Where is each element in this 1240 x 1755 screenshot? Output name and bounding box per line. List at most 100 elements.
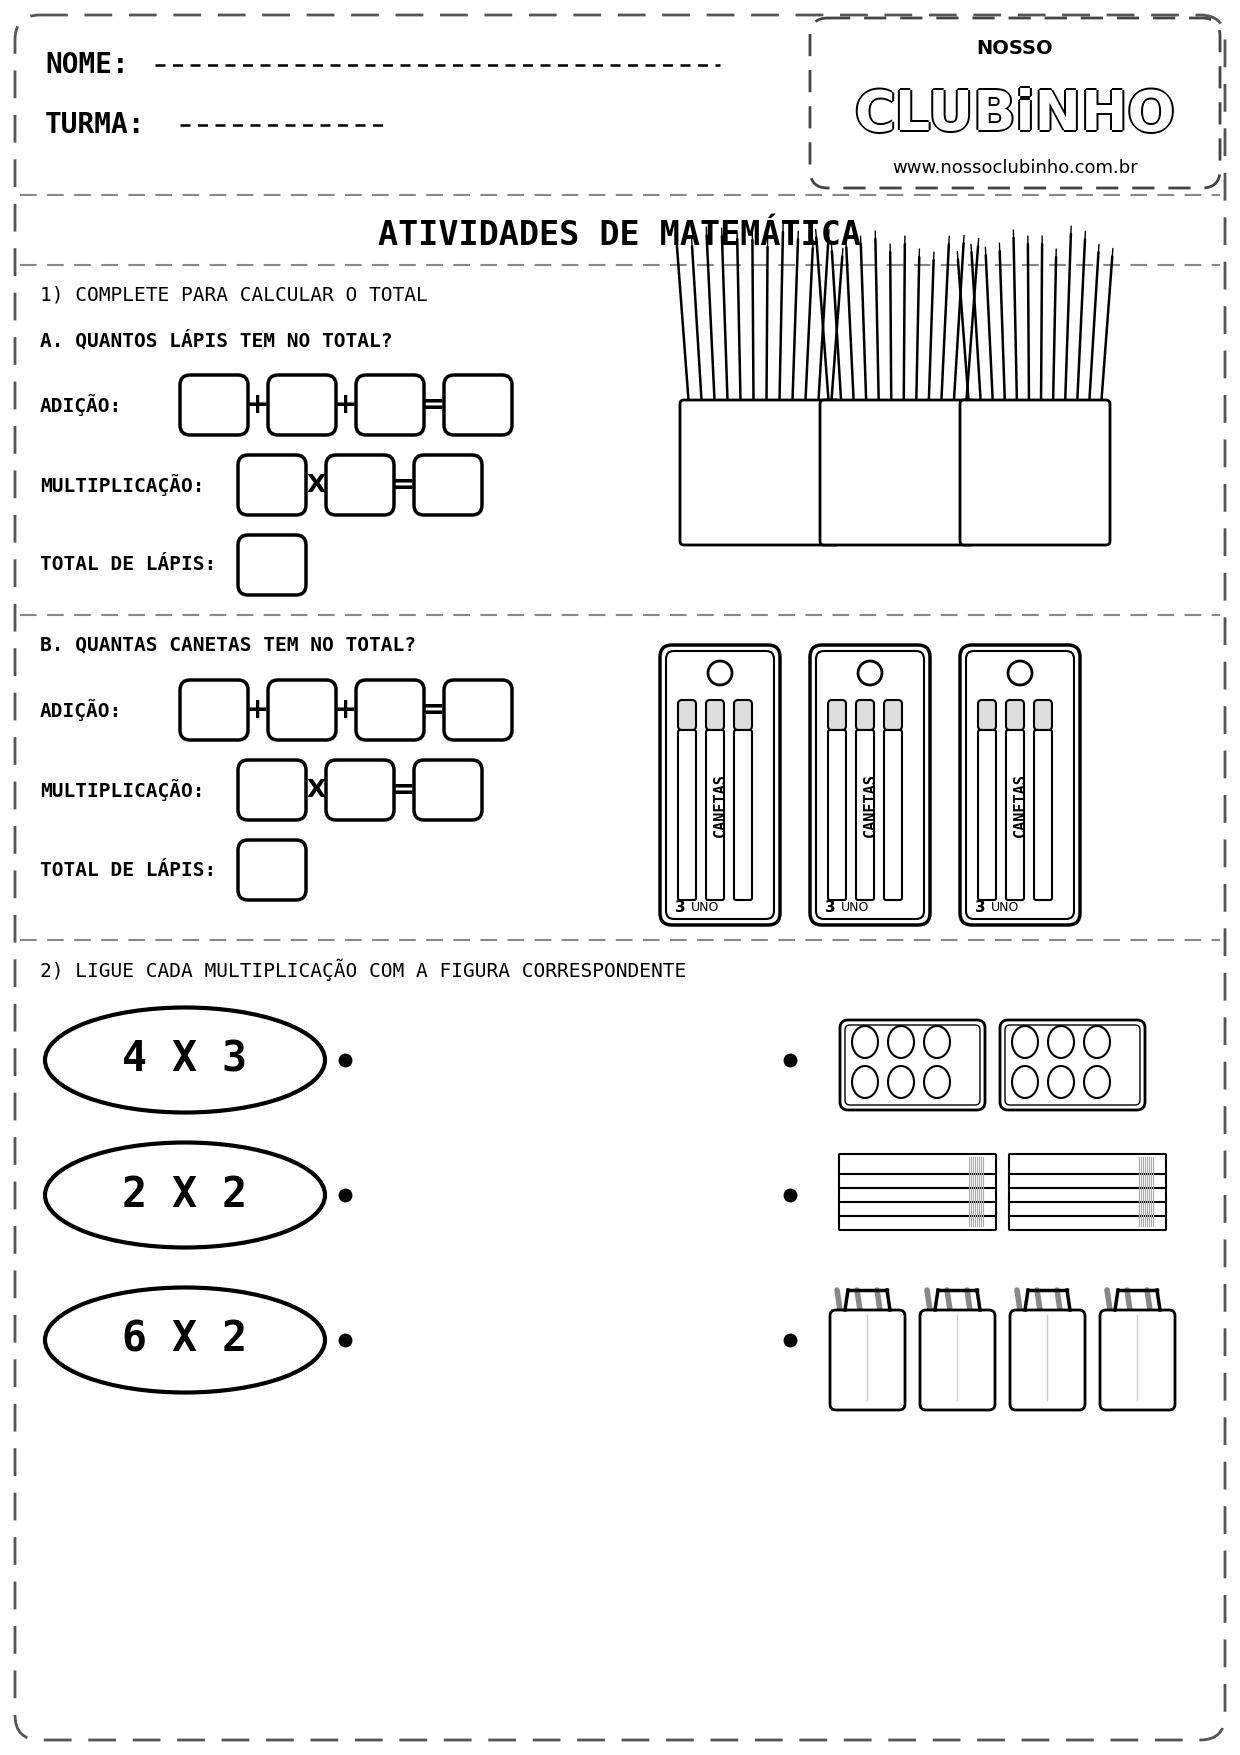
Ellipse shape bbox=[1048, 1065, 1074, 1099]
FancyBboxPatch shape bbox=[734, 700, 751, 730]
Text: X: X bbox=[306, 474, 326, 497]
FancyBboxPatch shape bbox=[326, 455, 394, 514]
FancyBboxPatch shape bbox=[706, 730, 724, 900]
FancyBboxPatch shape bbox=[1034, 730, 1052, 900]
FancyBboxPatch shape bbox=[1006, 700, 1024, 730]
Text: +: + bbox=[247, 697, 269, 725]
Text: NOSSO: NOSSO bbox=[977, 39, 1053, 58]
Ellipse shape bbox=[45, 1007, 325, 1113]
FancyBboxPatch shape bbox=[960, 646, 1080, 925]
FancyBboxPatch shape bbox=[839, 1195, 996, 1216]
FancyBboxPatch shape bbox=[326, 760, 394, 820]
FancyBboxPatch shape bbox=[734, 730, 751, 900]
Text: 2 X 2: 2 X 2 bbox=[123, 1174, 248, 1216]
Text: +: + bbox=[247, 391, 269, 419]
Text: CLUBiNHO: CLUBiNHO bbox=[853, 88, 1174, 140]
Ellipse shape bbox=[1048, 1027, 1074, 1058]
Text: 1) COMPLETE PARA CALCULAR O TOTAL: 1) COMPLETE PARA CALCULAR O TOTAL bbox=[40, 286, 428, 305]
Text: 3: 3 bbox=[825, 900, 836, 914]
FancyBboxPatch shape bbox=[1034, 700, 1052, 730]
FancyBboxPatch shape bbox=[356, 376, 424, 435]
FancyBboxPatch shape bbox=[839, 1169, 996, 1188]
Ellipse shape bbox=[852, 1027, 878, 1058]
FancyBboxPatch shape bbox=[844, 1025, 980, 1106]
FancyBboxPatch shape bbox=[444, 376, 512, 435]
FancyBboxPatch shape bbox=[978, 730, 996, 900]
Text: CANETAS: CANETAS bbox=[713, 772, 728, 837]
FancyBboxPatch shape bbox=[356, 679, 424, 741]
FancyBboxPatch shape bbox=[268, 376, 336, 435]
Text: UNO: UNO bbox=[991, 900, 1019, 914]
FancyBboxPatch shape bbox=[884, 700, 901, 730]
FancyBboxPatch shape bbox=[1009, 1183, 1166, 1202]
Text: MULTIPLICAÇÃO:: MULTIPLICAÇÃO: bbox=[40, 779, 205, 800]
Circle shape bbox=[858, 662, 882, 684]
FancyBboxPatch shape bbox=[414, 455, 482, 514]
Ellipse shape bbox=[45, 1288, 325, 1392]
FancyBboxPatch shape bbox=[839, 1020, 985, 1109]
FancyBboxPatch shape bbox=[820, 400, 975, 546]
Text: B. QUANTAS CANETAS TEM NO TOTAL?: B. QUANTAS CANETAS TEM NO TOTAL? bbox=[40, 635, 415, 655]
FancyBboxPatch shape bbox=[238, 535, 306, 595]
FancyBboxPatch shape bbox=[830, 1309, 905, 1409]
Text: ADIÇÃO:: ADIÇÃO: bbox=[40, 395, 123, 416]
Text: 6 X 2: 6 X 2 bbox=[123, 1320, 248, 1360]
FancyBboxPatch shape bbox=[960, 400, 1110, 546]
Text: +: + bbox=[335, 391, 357, 419]
FancyBboxPatch shape bbox=[15, 16, 1225, 1739]
Text: 3: 3 bbox=[975, 900, 986, 914]
FancyBboxPatch shape bbox=[414, 760, 482, 820]
Text: =: = bbox=[392, 470, 415, 498]
FancyBboxPatch shape bbox=[856, 730, 874, 900]
Text: ADIÇÃO:: ADIÇÃO: bbox=[40, 698, 123, 721]
Ellipse shape bbox=[1012, 1065, 1038, 1099]
Text: MULTIPLICAÇÃO:: MULTIPLICAÇÃO: bbox=[40, 474, 205, 497]
FancyBboxPatch shape bbox=[1006, 730, 1024, 900]
Text: CLUBiNHO: CLUBiNHO bbox=[854, 86, 1176, 140]
Ellipse shape bbox=[1084, 1027, 1110, 1058]
Ellipse shape bbox=[45, 1143, 325, 1248]
Text: 2) LIGUE CADA MULTIPLICAÇÃO COM A FIGURA CORRESPONDENTE: 2) LIGUE CADA MULTIPLICAÇÃO COM A FIGURA… bbox=[40, 958, 686, 981]
FancyBboxPatch shape bbox=[1004, 1025, 1140, 1106]
FancyBboxPatch shape bbox=[1009, 1169, 1166, 1188]
Ellipse shape bbox=[1084, 1065, 1110, 1099]
Text: NOME:: NOME: bbox=[45, 51, 129, 79]
FancyBboxPatch shape bbox=[238, 841, 306, 900]
FancyBboxPatch shape bbox=[816, 651, 924, 920]
FancyBboxPatch shape bbox=[1009, 1195, 1166, 1216]
FancyBboxPatch shape bbox=[180, 679, 248, 741]
Text: www.nossoclubinho.com.br: www.nossoclubinho.com.br bbox=[892, 160, 1138, 177]
Text: UNO: UNO bbox=[691, 900, 719, 914]
FancyBboxPatch shape bbox=[1009, 1209, 1166, 1230]
FancyBboxPatch shape bbox=[666, 651, 774, 920]
Ellipse shape bbox=[924, 1065, 950, 1099]
Text: 4 X 3: 4 X 3 bbox=[123, 1039, 248, 1081]
FancyBboxPatch shape bbox=[966, 651, 1074, 920]
Text: CANETAS: CANETAS bbox=[1013, 772, 1028, 837]
FancyBboxPatch shape bbox=[678, 730, 696, 900]
Ellipse shape bbox=[852, 1065, 878, 1099]
FancyBboxPatch shape bbox=[238, 455, 306, 514]
FancyBboxPatch shape bbox=[810, 18, 1220, 188]
Ellipse shape bbox=[1012, 1027, 1038, 1058]
FancyBboxPatch shape bbox=[1011, 1309, 1085, 1409]
FancyBboxPatch shape bbox=[856, 700, 874, 730]
Ellipse shape bbox=[888, 1027, 914, 1058]
FancyBboxPatch shape bbox=[268, 679, 336, 741]
Text: =: = bbox=[423, 391, 445, 419]
Text: +: + bbox=[335, 697, 357, 725]
Text: CLUBiNHO: CLUBiNHO bbox=[854, 90, 1176, 144]
Text: X: X bbox=[306, 777, 326, 802]
FancyBboxPatch shape bbox=[1100, 1309, 1176, 1409]
Text: UNO: UNO bbox=[841, 900, 869, 914]
Circle shape bbox=[708, 662, 732, 684]
Text: CANETAS: CANETAS bbox=[863, 772, 878, 837]
FancyBboxPatch shape bbox=[180, 376, 248, 435]
FancyBboxPatch shape bbox=[444, 679, 512, 741]
Text: TURMA:: TURMA: bbox=[45, 111, 145, 139]
FancyBboxPatch shape bbox=[828, 730, 846, 900]
Text: ATIVIDADES DE MATEMÁTICA: ATIVIDADES DE MATEMÁTICA bbox=[378, 219, 862, 251]
Text: A. QUANTOS LÁPIS TEM NO TOTAL?: A. QUANTOS LÁPIS TEM NO TOTAL? bbox=[40, 330, 393, 351]
FancyBboxPatch shape bbox=[839, 1183, 996, 1202]
FancyBboxPatch shape bbox=[884, 730, 901, 900]
